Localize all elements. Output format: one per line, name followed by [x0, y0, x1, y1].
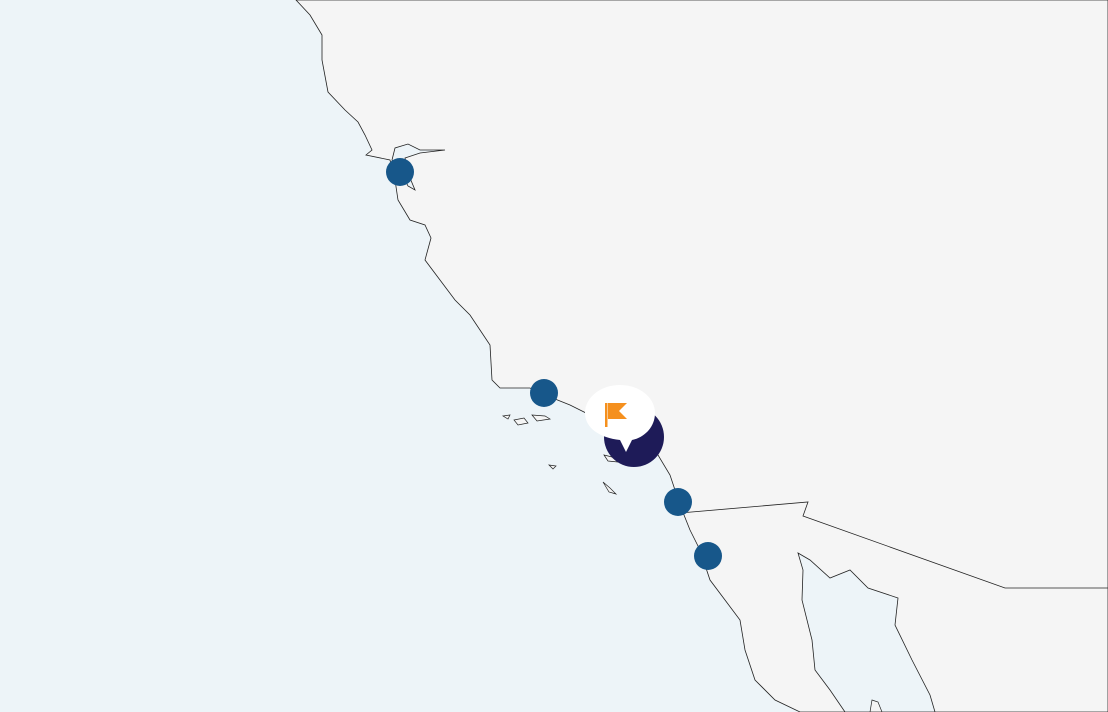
location-marker[interactable]: [530, 379, 558, 407]
location-marker[interactable]: [664, 488, 692, 516]
markers: [386, 158, 722, 570]
gulf: [797, 552, 936, 712]
location-marker[interactable]: [694, 542, 722, 570]
location-marker[interactable]: [386, 158, 414, 186]
flag-icon: [608, 403, 627, 419]
border: [679, 501, 1108, 589]
flag-pole: [605, 403, 608, 427]
land: [295, 0, 1108, 712]
selected-pin[interactable]: [585, 385, 655, 452]
islands: [501, 414, 883, 712]
